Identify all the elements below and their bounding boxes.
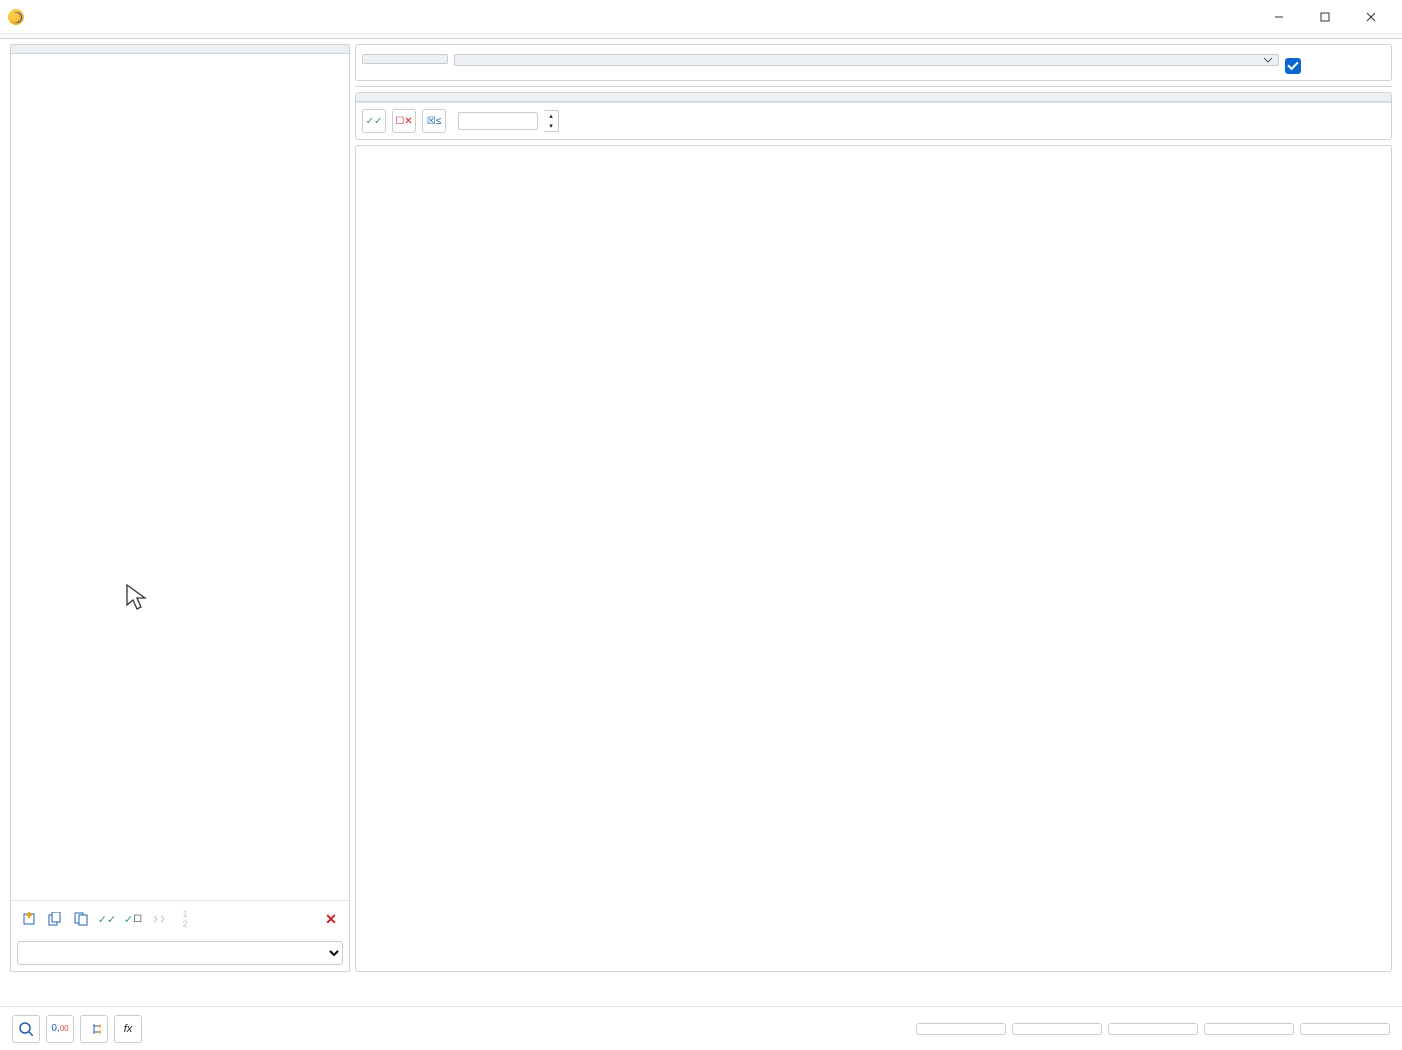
sidebar-filter [11, 937, 349, 971]
ok-button[interactable] [1108, 1023, 1198, 1035]
maximize-button[interactable] [1302, 2, 1348, 32]
name-input[interactable] [454, 54, 1257, 66]
mode-activation-panel: ✓✓ ☐✕ ☒≤ ▴▾ [355, 92, 1392, 140]
spin-up[interactable]: ▴ [544, 111, 558, 121]
solve-checkbox[interactable] [1285, 58, 1301, 74]
copy-button[interactable] [43, 907, 67, 931]
sidebar-toolbar: ✓✓ ✓☐ 12 ✕ [11, 900, 349, 937]
calculate-all-button[interactable] [1012, 1023, 1102, 1035]
renumber-button[interactable]: 12 [173, 907, 197, 931]
units-button[interactable]: 0,00 [46, 1015, 74, 1043]
copy2-button[interactable] [69, 907, 93, 931]
threshold-button[interactable]: ☒≤ [422, 109, 446, 133]
chart-area [364, 178, 1339, 963]
chart-panel [355, 145, 1392, 972]
delete-button[interactable]: ✕ [319, 907, 343, 931]
check-all-button[interactable]: ✓✓ [362, 109, 386, 133]
load-case-list [11, 54, 349, 900]
cancel-button[interactable] [1204, 1023, 1294, 1035]
calculate-button[interactable] [916, 1023, 1006, 1035]
header-fields [355, 44, 1392, 81]
titlebar [0, 0, 1402, 34]
close-button[interactable] [1348, 2, 1394, 32]
sidebar-header [11, 45, 349, 54]
help-button[interactable] [12, 1015, 40, 1043]
apply-button[interactable] [1300, 1023, 1390, 1035]
mode-activation-title [356, 93, 376, 101]
new-button[interactable] [17, 907, 41, 931]
threshold-input[interactable] [458, 112, 538, 130]
mode-footer: ✓✓ ☐✕ ☒≤ ▴▾ [356, 102, 1391, 139]
app-icon [8, 9, 24, 25]
uncheck-all-button[interactable]: ☐✕ [392, 109, 416, 133]
tree-button[interactable] [80, 1015, 108, 1043]
chart-side-controls [1339, 154, 1383, 963]
deselect-all-button[interactable]: ✓☐ [121, 907, 145, 931]
fx-button[interactable]: fx [114, 1015, 142, 1043]
name-dropdown[interactable] [1257, 54, 1279, 66]
no-value [362, 54, 448, 64]
reorder-button[interactable] [147, 907, 171, 931]
dialog-bar: 0,00 fx [0, 1006, 1402, 1050]
spin-down[interactable]: ▾ [544, 121, 558, 131]
minimize-button[interactable] [1256, 2, 1302, 32]
filter-select[interactable] [17, 941, 343, 965]
select-all-button[interactable]: ✓✓ [95, 907, 119, 931]
sidebar: ✓✓ ✓☐ 12 ✕ [10, 44, 350, 972]
sub-tabs [355, 86, 1392, 87]
